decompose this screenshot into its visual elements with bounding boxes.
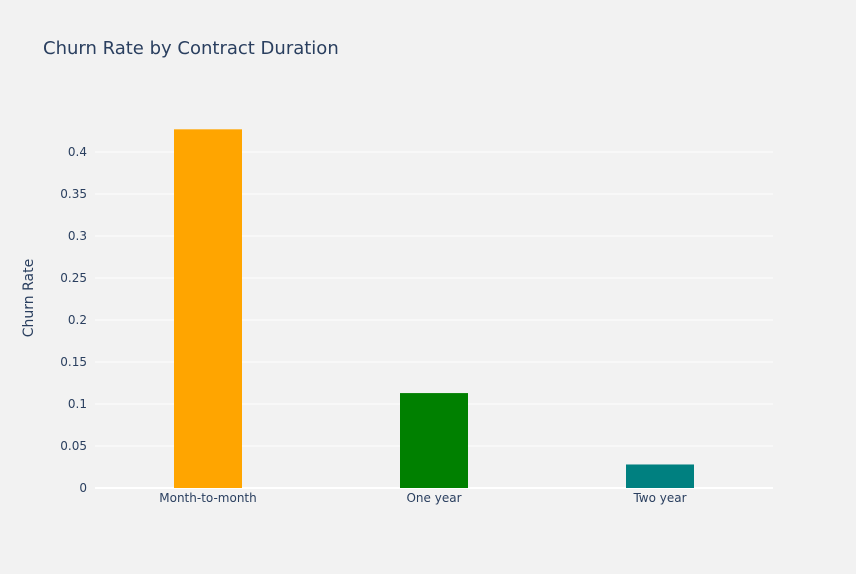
x-axis-ticks: Month-to-month One year Two year — [159, 491, 686, 505]
y-tick-label: 0 — [79, 481, 87, 495]
x-tick-label: One year — [406, 491, 461, 505]
y-tick-label: 0.1 — [68, 397, 87, 411]
y-tick-label: 0.3 — [68, 229, 87, 243]
y-tick-label: 0.05 — [60, 439, 87, 453]
bars — [174, 129, 694, 488]
y-tick-label: 0.4 — [68, 145, 87, 159]
y-axis-title: Churn Rate — [21, 259, 37, 337]
x-tick-label: Two year — [632, 491, 686, 505]
bar-month-to-month[interactable] — [174, 129, 242, 488]
y-tick-label: 0.2 — [68, 313, 87, 327]
y-axis-ticks: 0 0.05 0.1 0.15 0.2 0.25 0.3 0.35 0.4 — [60, 145, 87, 495]
bar-two-year[interactable] — [626, 464, 694, 488]
y-tick-label: 0.35 — [60, 187, 87, 201]
y-tick-label: 0.25 — [60, 271, 87, 285]
chart-title: Churn Rate by Contract Duration — [43, 38, 339, 59]
bar-one-year[interactable] — [400, 393, 468, 488]
y-tick-label: 0.15 — [60, 355, 87, 369]
x-tick-label: Month-to-month — [159, 491, 257, 505]
